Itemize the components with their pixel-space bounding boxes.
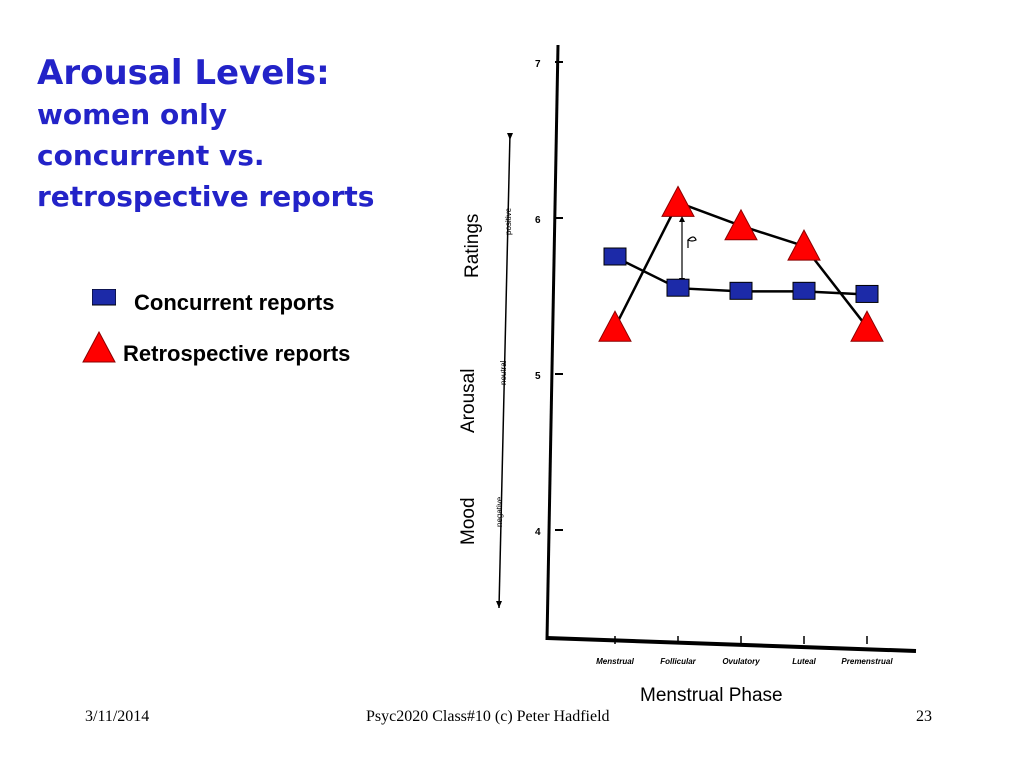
series-group: [598, 185, 884, 342]
y-ticks: 4 5 6 7: [535, 59, 563, 538]
title-sub-line-1: women only: [37, 98, 227, 131]
concurrent-point: [666, 278, 690, 297]
concurrent-point: [792, 281, 816, 300]
y-axis: [545, 44, 560, 641]
retrospective-point: [724, 208, 758, 241]
x-tick-label: Menstrual: [596, 657, 635, 666]
y-tick-label: 4: [535, 527, 541, 538]
y-tick-label: 7: [535, 59, 541, 70]
ylabel-arousal: Arousal: [458, 369, 479, 433]
concurrent-point: [855, 284, 879, 303]
legend-label-retrospective: Retrospective reports: [123, 341, 351, 366]
difference-annotation-icon: [686, 236, 697, 248]
scale-label-neutral: neutral: [499, 360, 508, 385]
square-marker-icon: [92, 289, 116, 306]
retrospective-point: [598, 310, 632, 342]
title-sub-line-2: concurrent vs.: [37, 139, 265, 172]
footer-page: 23: [916, 708, 932, 725]
x-axis: [546, 636, 917, 653]
footer-date: 3/11/2014: [85, 708, 150, 725]
footer-course: Psyc2020 Class#10 (c) Peter Hadfield: [366, 708, 610, 725]
title-sub-line-3: retrospective reports: [37, 180, 375, 213]
ylabel-mood: Mood: [458, 497, 479, 545]
title-main: Arousal Levels:: [37, 53, 330, 93]
retrospective-point: [850, 310, 884, 342]
x-tick-label: Premenstrual: [841, 657, 893, 666]
retrospective-point: [787, 229, 821, 261]
mood-scale-arrow-bottom-icon: [496, 601, 502, 608]
concurrent-point: [603, 247, 627, 266]
ylabel-ratings: Ratings: [462, 214, 483, 278]
scale-label-negative: negative: [495, 496, 504, 527]
legend-label-concurrent: Concurrent reports: [134, 290, 335, 315]
slide-title: Arousal Levels: women only concurrent vs…: [37, 52, 374, 217]
mood-scale-arrow-top-icon: [507, 133, 513, 140]
x-tick-label: Luteal: [792, 657, 816, 666]
x-ticks: Menstrual Follicular Ovulatory Luteal Premen…: [596, 636, 893, 666]
x-tick-label: Follicular: [660, 657, 696, 666]
triangle-marker-icon: [82, 331, 116, 363]
x-axis-label: Menstrual Phase: [640, 685, 783, 706]
difference-arrow-top-icon: [679, 216, 685, 222]
concurrent-point: [729, 281, 753, 300]
scale-label-positive: positive: [504, 207, 513, 235]
y-tick-label: 6: [535, 215, 541, 226]
retrospective-point: [661, 185, 695, 217]
mood-scale-line: [498, 132, 511, 609]
x-tick-label: Ovulatory: [722, 657, 760, 666]
y-tick-label: 5: [535, 371, 541, 382]
